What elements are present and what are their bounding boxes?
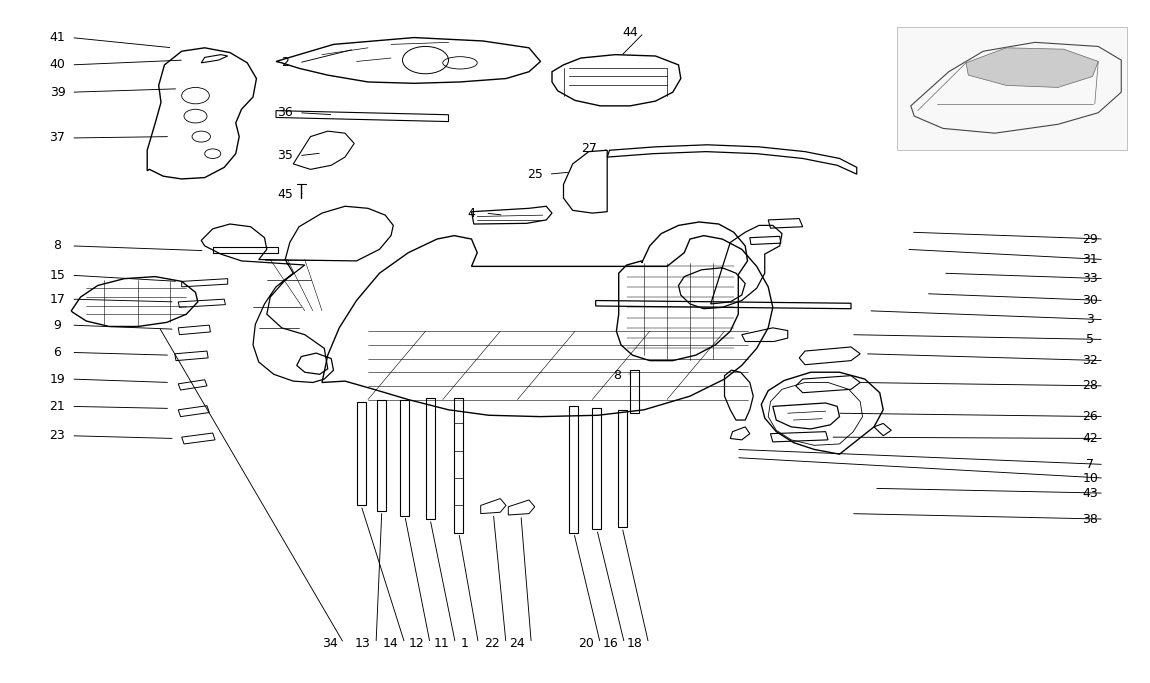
Text: 19: 19 (49, 372, 66, 386)
Text: 12: 12 (408, 637, 424, 650)
Text: 22: 22 (484, 637, 500, 650)
Text: 21: 21 (49, 400, 66, 413)
Text: 15: 15 (49, 268, 66, 282)
Text: 25: 25 (527, 167, 543, 181)
Text: 32: 32 (1082, 354, 1098, 367)
Text: 28: 28 (1082, 379, 1098, 393)
Text: 20: 20 (578, 637, 595, 650)
Text: 41: 41 (49, 31, 66, 44)
Text: 3: 3 (1087, 313, 1094, 326)
Text: 26: 26 (1082, 410, 1098, 423)
Text: 44: 44 (622, 26, 638, 40)
Text: 30: 30 (1082, 294, 1098, 307)
Text: 9: 9 (54, 318, 61, 332)
Text: 36: 36 (277, 106, 293, 120)
Text: 7: 7 (1087, 458, 1094, 471)
Text: 13: 13 (354, 637, 370, 650)
Text: 33: 33 (1082, 272, 1098, 285)
Text: 35: 35 (277, 149, 293, 163)
Text: 14: 14 (383, 637, 399, 650)
Text: 6: 6 (54, 346, 61, 359)
Text: 2: 2 (282, 56, 289, 70)
Text: 37: 37 (49, 131, 66, 145)
Text: 31: 31 (1082, 253, 1098, 266)
Text: 40: 40 (49, 58, 66, 72)
Text: 4: 4 (468, 206, 475, 220)
Text: 43: 43 (1082, 486, 1098, 500)
Text: 27: 27 (581, 142, 597, 156)
Text: 24: 24 (509, 637, 526, 650)
Text: 11: 11 (434, 637, 450, 650)
Text: 16: 16 (603, 637, 619, 650)
Text: 18: 18 (627, 637, 643, 650)
Text: 29: 29 (1082, 232, 1098, 246)
Text: 1: 1 (461, 637, 468, 650)
Text: 23: 23 (49, 429, 66, 443)
Text: 8: 8 (54, 239, 61, 253)
Text: 38: 38 (1082, 512, 1098, 526)
Text: 45: 45 (277, 188, 293, 201)
FancyBboxPatch shape (897, 27, 1127, 150)
Text: 5: 5 (1087, 333, 1094, 346)
Polygon shape (966, 48, 1098, 87)
Text: 34: 34 (322, 637, 338, 650)
Text: 39: 39 (49, 85, 66, 99)
Text: 17: 17 (49, 292, 66, 306)
Text: 10: 10 (1082, 471, 1098, 485)
Text: 8: 8 (614, 369, 621, 382)
Text: 42: 42 (1082, 432, 1098, 445)
